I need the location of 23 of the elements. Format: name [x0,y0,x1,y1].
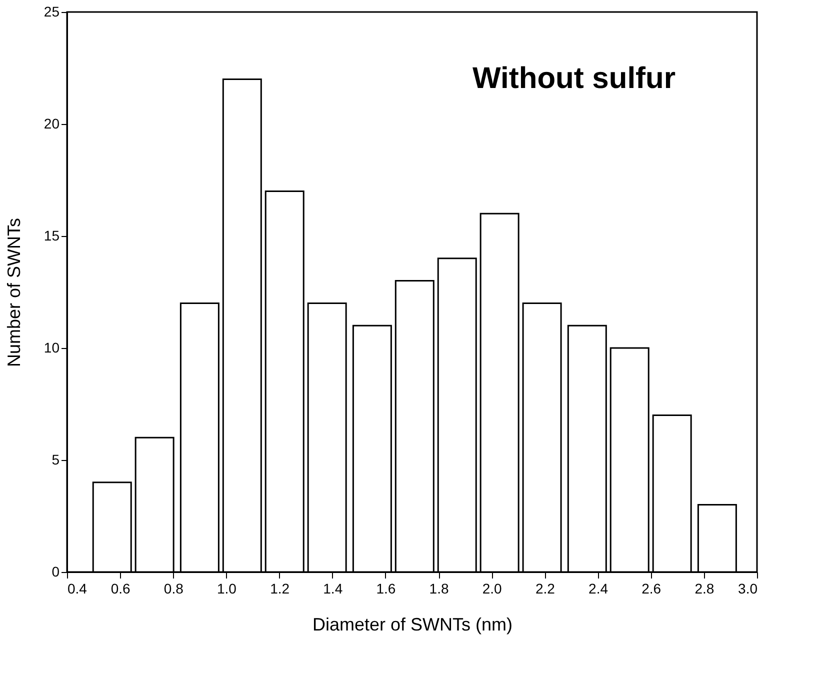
y-tick-label: 15 [44,228,60,244]
x-tick-label: 1.0 [216,580,237,596]
x-tick-label: 3.0 [738,580,758,596]
x-tick-label: 1.4 [323,580,343,596]
x-axis-title: Diameter of SWNTs (nm) [312,614,513,634]
y-tick-label: 20 [44,116,60,132]
x-tick-label: 0.4 [68,580,88,596]
y-tick-label: 5 [52,452,60,468]
x-tick-label: 2.6 [642,580,662,596]
annotation: Without sulfur [472,62,676,95]
y-tick-label: 25 [44,4,60,20]
x-tick-label: 1.2 [270,580,290,596]
x-tick-label: 0.8 [164,580,184,596]
y-tick-label: 0 [52,564,60,580]
x-tick-label: 2.0 [482,580,502,596]
x-tick-label: 2.4 [588,580,608,596]
y-tick-label: 10 [44,340,60,356]
y-axis-title: Number of SWNTs [4,218,24,368]
x-tick-label: 2.2 [535,580,556,596]
x-tick-label: 1.8 [429,580,449,596]
x-tick-label: 1.6 [376,580,396,596]
x-tick-label: 0.6 [110,580,131,596]
x-tick-label: 2.8 [694,580,714,596]
